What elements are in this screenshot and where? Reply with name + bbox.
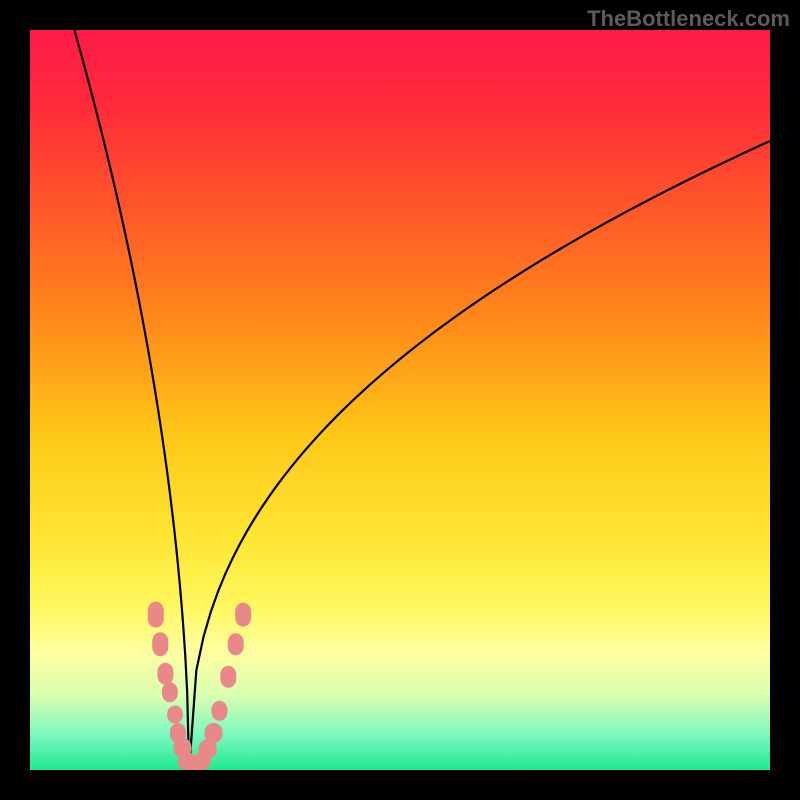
marker: [211, 701, 227, 721]
plot-area: [30, 30, 770, 770]
curve-layer: [30, 30, 770, 770]
marker-group: [148, 602, 251, 770]
marker: [157, 663, 173, 685]
v-curve: [74, 30, 770, 770]
watermark-text: TheBottleneck.com: [587, 6, 790, 32]
figure-root: TheBottleneck.com: [0, 0, 800, 800]
marker: [167, 706, 183, 724]
marker: [148, 602, 164, 628]
marker: [235, 603, 251, 627]
marker: [220, 666, 236, 688]
marker: [152, 632, 168, 656]
marker: [162, 682, 178, 702]
marker: [205, 723, 223, 743]
marker: [228, 633, 244, 655]
